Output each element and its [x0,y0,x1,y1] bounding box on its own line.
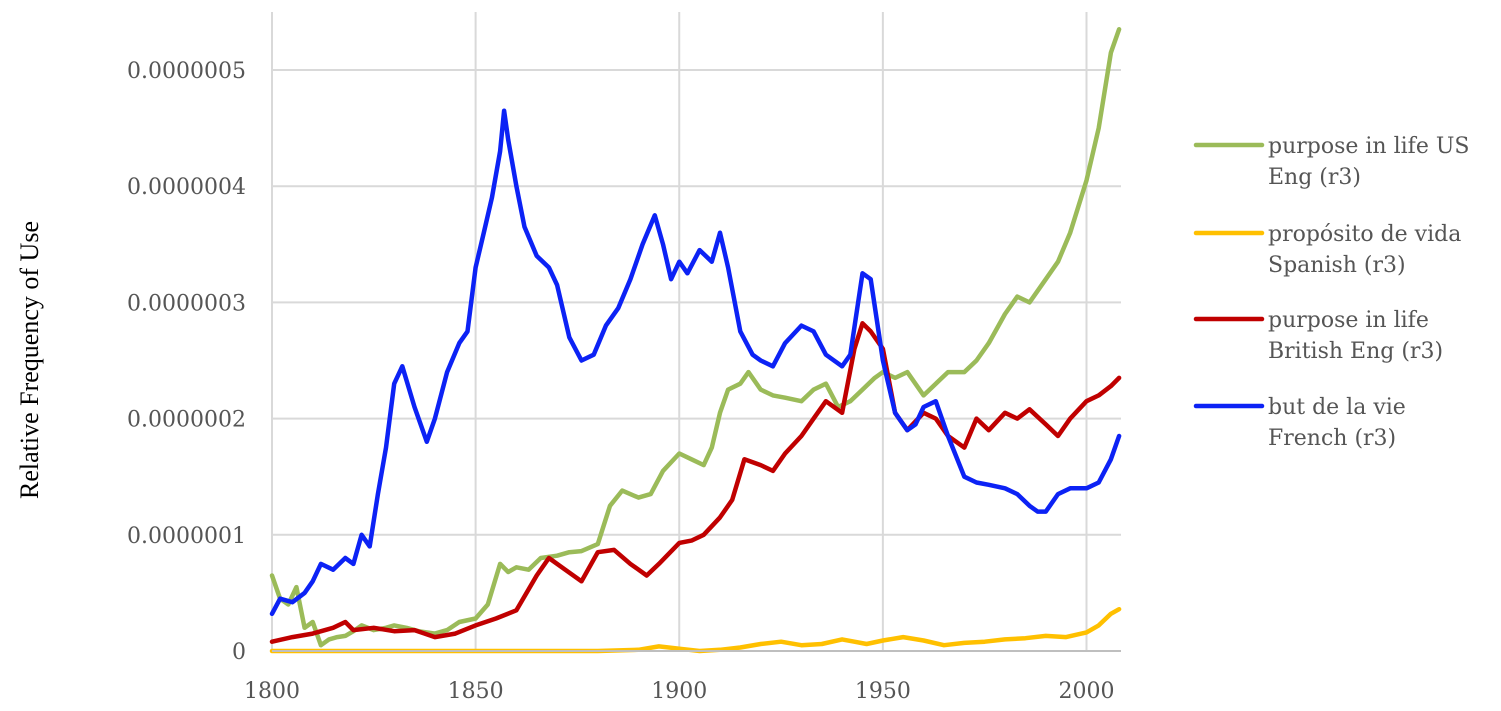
x-tick-label: 1800 [244,679,300,704]
x-tick-label: 1950 [855,679,911,704]
y-tick-label: 0.0000004 [127,175,246,200]
y-tick-label: 0.0000001 [127,524,246,549]
legend-label-1: propósito de vida [1268,222,1461,247]
x-tick-label: 1900 [651,679,707,704]
series-line-2 [269,321,1122,644]
y-tick-label: 0.0000003 [127,291,246,316]
legend-label-2: British Eng (r3) [1268,339,1443,364]
y-tick-labels: 0 0.0000001 0.0000002 0.0000003 0.0000004 0.0… [127,59,246,665]
y-tick-label: 0.0000005 [127,59,246,84]
legend: purpose in life US Eng (r3) propósito de v… [1193,134,1469,451]
y-tick-label: 0 [232,640,246,665]
legend-label-3: French (r3) [1268,426,1396,451]
legend-label-0: Eng (r3) [1268,165,1361,190]
y-gridlines [272,69,1121,536]
x-tick-label: 1850 [448,679,504,704]
x-tick-label: 2000 [1059,679,1115,704]
legend-label-2: purpose in life [1268,308,1429,333]
x-tick-labels: 1800 1850 1900 1950 2000 [244,679,1115,704]
legend-label-1: Spanish (r3) [1268,253,1406,278]
legend-label-0: purpose in life US [1268,134,1469,159]
legend-label-3: but de la vie [1268,395,1406,420]
y-axis-label: Relative Frequency of Use [15,221,44,499]
y-tick-label: 0.0000002 [127,408,246,433]
series-line-3 [269,108,1122,617]
series-lines [269,27,1122,654]
series-line-0 [269,27,1122,648]
x-gridlines [271,12,1088,651]
